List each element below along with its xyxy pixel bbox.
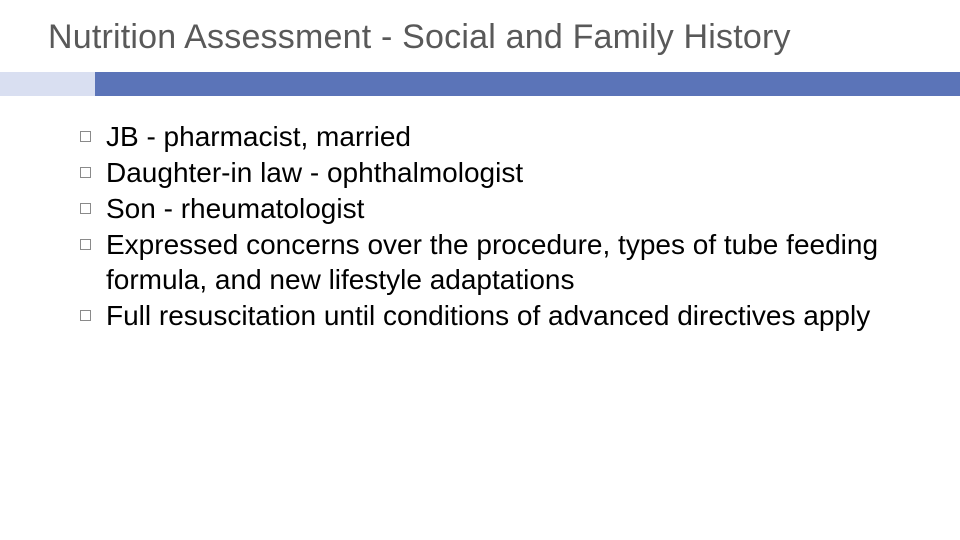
- list-item: Son - rheumatologist: [78, 192, 920, 226]
- accent-band-light: [0, 72, 95, 96]
- bullet-list: JB - pharmacist, married Daughter-in law…: [78, 120, 920, 333]
- list-item: Expressed concerns over the procedure, t…: [78, 228, 920, 296]
- bullet-text: Son - rheumatologist: [106, 193, 364, 224]
- bullet-text: Daughter-in law - ophthalmologist: [106, 157, 523, 188]
- list-item: Daughter-in law - ophthalmologist: [78, 156, 920, 190]
- bullet-text: JB - pharmacist, married: [106, 121, 411, 152]
- bullet-text: Full resuscitation until conditions of a…: [106, 300, 870, 331]
- list-item: Full resuscitation until conditions of a…: [78, 299, 920, 333]
- list-item: JB - pharmacist, married: [78, 120, 920, 154]
- accent-band: [0, 72, 960, 96]
- slide-title: Nutrition Assessment - Social and Family…: [48, 18, 791, 57]
- accent-band-dark: [95, 72, 960, 96]
- slide-body: JB - pharmacist, married Daughter-in law…: [78, 120, 920, 335]
- slide: Nutrition Assessment - Social and Family…: [0, 0, 960, 540]
- bullet-text: Expressed concerns over the procedure, t…: [106, 229, 878, 294]
